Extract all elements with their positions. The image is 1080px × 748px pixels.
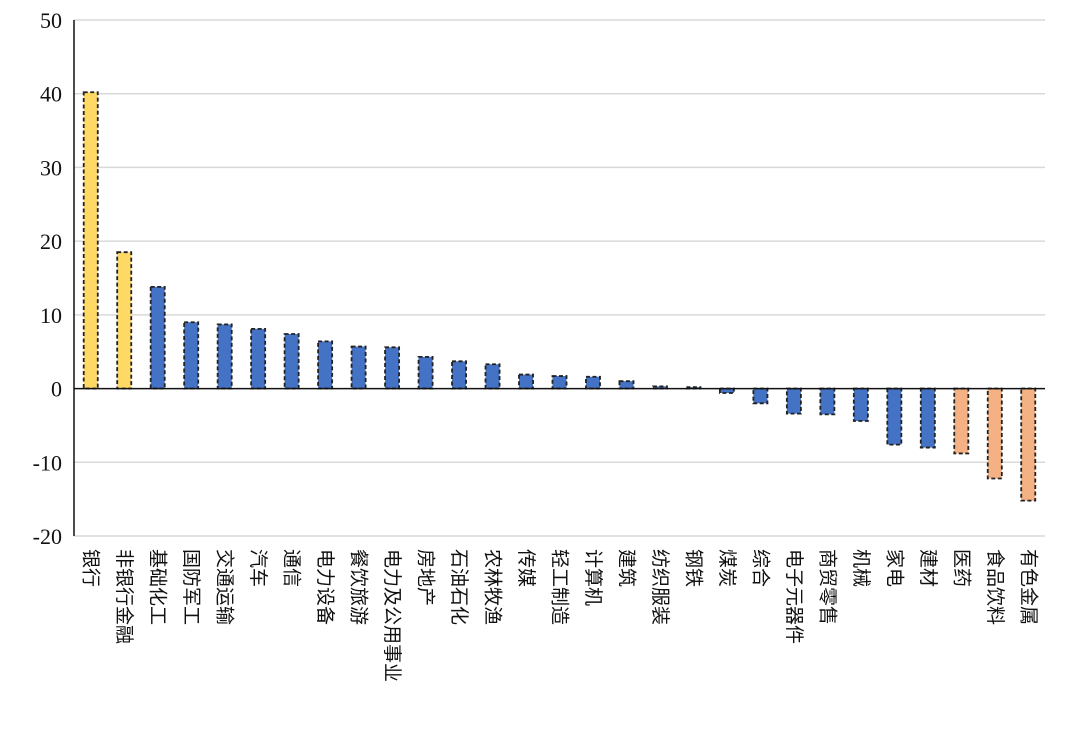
x-category-label: 纺织服装	[649, 549, 671, 625]
x-category-label: 轻工制造	[549, 549, 571, 625]
bar	[384, 346, 401, 390]
x-category-label: 基础化工	[147, 549, 169, 625]
bar	[852, 387, 869, 422]
x-category-label: 钢铁	[682, 549, 704, 587]
bar	[518, 373, 534, 390]
y-tick-label: -20	[33, 524, 62, 549]
x-category-label: 农林牧渔	[482, 549, 504, 625]
x-category-label: 非银行金融	[113, 549, 135, 644]
bar	[250, 327, 267, 390]
x-category-label: 食品饮料	[984, 549, 1006, 625]
y-tick-label: 10	[40, 303, 62, 328]
x-category-label: 石油石化	[448, 549, 470, 625]
x-category-label: 机械	[850, 549, 872, 587]
bar	[149, 285, 166, 390]
x-category-label: 通信	[281, 549, 303, 587]
x-category-label: 汽车	[247, 549, 269, 587]
x-category-label: 建筑	[615, 549, 637, 587]
y-tick-label: 40	[40, 82, 62, 107]
x-category-label: 电力及公用事业	[381, 549, 403, 682]
x-category-label: 计算机	[582, 549, 604, 606]
bar	[183, 321, 200, 390]
x-category-label: 建材	[917, 549, 939, 587]
bar	[986, 387, 1003, 480]
y-tick-label: 20	[40, 229, 62, 254]
x-category-label: 商贸零售	[816, 549, 838, 625]
x-category-label: 有色金属	[1017, 549, 1039, 625]
bar	[82, 91, 99, 390]
x-category-label: 综合	[749, 549, 771, 587]
y-tick-label: 50	[40, 8, 62, 33]
bar	[785, 387, 802, 415]
x-category-label: 煤炭	[716, 549, 738, 587]
x-category-label: 电子元器件	[783, 549, 805, 644]
x-category-label: 国防军工	[180, 549, 202, 625]
bar	[283, 333, 300, 390]
bar	[216, 323, 233, 390]
bar	[886, 387, 903, 446]
bar	[317, 340, 334, 390]
bar	[116, 251, 133, 390]
bar	[585, 375, 601, 390]
bar	[752, 387, 769, 405]
bar	[451, 360, 467, 390]
bar	[919, 387, 936, 449]
bar	[953, 387, 970, 455]
x-category-label: 医药	[950, 549, 972, 587]
x-category-label: 电力设备	[314, 549, 336, 625]
bar	[618, 380, 635, 390]
x-category-label: 餐饮旅游	[348, 549, 370, 625]
bar	[417, 355, 434, 390]
y-tick-label: 30	[40, 155, 62, 180]
y-tick-label: 0	[51, 377, 62, 402]
x-category-label: 家电	[883, 549, 905, 587]
x-category-label: 银行	[80, 549, 102, 587]
x-category-label: 传媒	[515, 549, 537, 587]
bar	[484, 363, 501, 390]
bar	[350, 345, 367, 390]
bar	[819, 387, 836, 416]
bar	[1020, 387, 1037, 502]
y-tick-label: -10	[33, 450, 62, 475]
x-category-label: 房地产	[415, 549, 437, 606]
bar	[551, 375, 568, 390]
x-category-label: 交通运输	[214, 549, 236, 625]
